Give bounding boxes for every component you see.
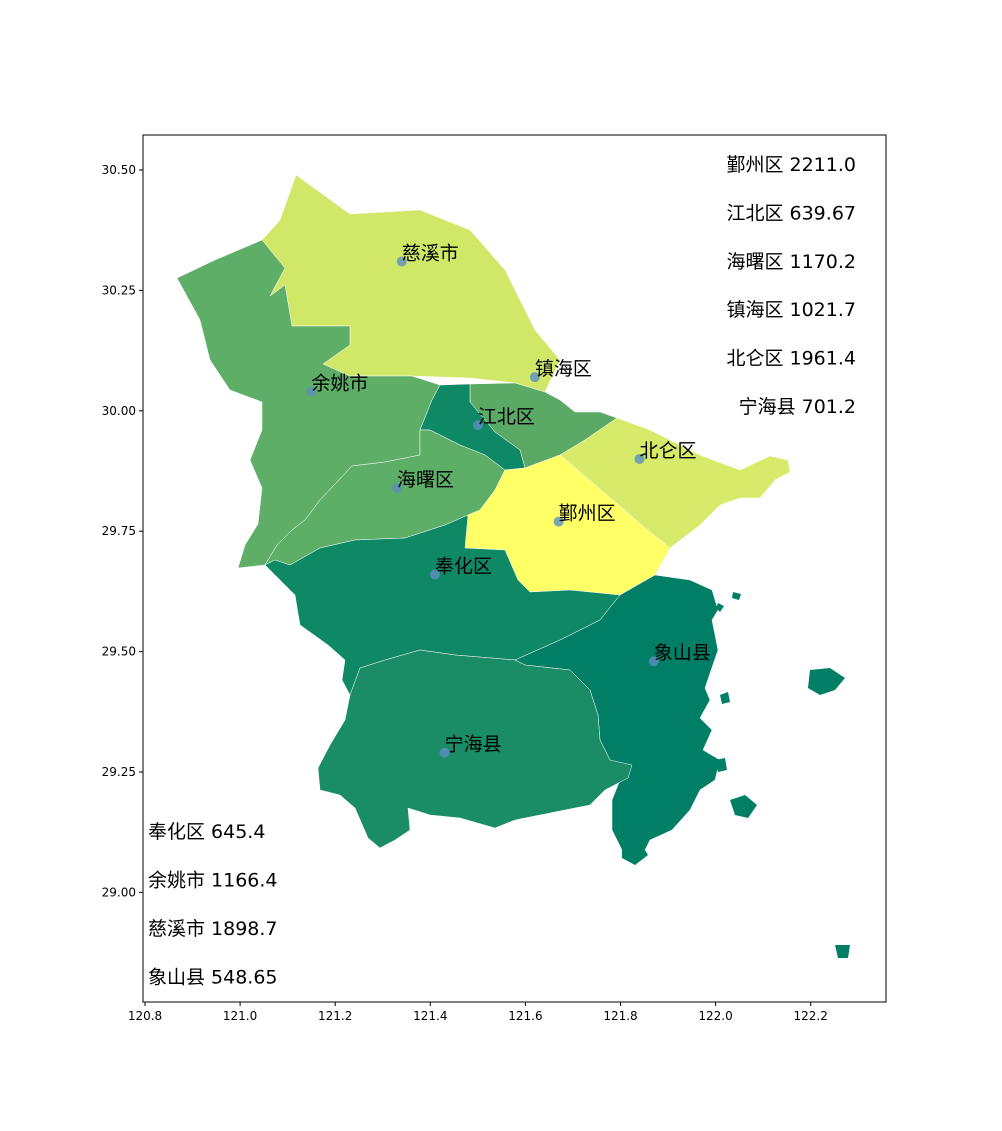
x-tick-label: 120.8 — [128, 1009, 162, 1023]
stat-label: 北仑区 1961.4 — [726, 348, 856, 370]
island — [835, 945, 850, 958]
stats-left: 奉化区 645.4 余姚市 1166.4 慈溪市 1898.7 象山县 548.65 — [148, 821, 278, 989]
y-tick-label: 29.00 — [102, 885, 136, 899]
y-tick-label: 29.50 — [102, 645, 136, 659]
x-tick-label: 121.0 — [223, 1009, 257, 1023]
region-label: 北仑区 — [640, 440, 697, 462]
regions-layer — [176, 174, 850, 958]
island — [732, 592, 741, 600]
region-marker — [430, 569, 441, 580]
island — [716, 603, 724, 612]
region-label: 鄞州区 — [559, 503, 616, 525]
stat-label: 鄞州区 2211.0 — [726, 154, 856, 176]
region-marker — [553, 516, 564, 527]
region-marker — [472, 420, 483, 431]
region-label: 江北区 — [478, 406, 535, 428]
y-tick-label: 30.50 — [102, 163, 136, 177]
stat-label: 奉化区 645.4 — [148, 821, 265, 843]
region-markers — [306, 256, 659, 758]
x-tick-label: 121.6 — [508, 1009, 542, 1023]
stat-label: 镇海区 1021.7 — [726, 299, 856, 321]
region-label: 宁海县 — [445, 734, 502, 756]
island — [808, 668, 845, 695]
region-marker — [529, 372, 540, 383]
region-marker — [392, 482, 403, 493]
stat-label: 江北区 639.67 — [726, 202, 856, 224]
y-tick-label: 30.00 — [102, 404, 136, 418]
region-label: 余姚市 — [311, 373, 368, 395]
stat-label: 余姚市 1166.4 — [148, 870, 278, 892]
stat-label: 象山县 548.65 — [148, 967, 278, 989]
region-ninghai — [317, 649, 633, 849]
region-label: 慈溪市 — [402, 243, 459, 265]
stat-label: 慈溪市 1898.7 — [148, 918, 278, 940]
stat-label: 海曙区 1170.2 — [726, 251, 856, 273]
region-label: 镇海区 — [535, 358, 592, 380]
region-marker — [648, 656, 659, 667]
x-tick-label: 122.0 — [698, 1009, 732, 1023]
stats-right: 鄞州区 2211.0 江北区 639.67 海曙区 1170.2 镇海区 1021.7… — [726, 154, 856, 418]
region-marker — [439, 747, 450, 758]
x-tick-label: 122.2 — [794, 1009, 828, 1023]
y-tick-label: 29.25 — [102, 765, 136, 779]
x-tick-label: 121.8 — [603, 1009, 637, 1023]
islands — [622, 592, 850, 958]
region-label: 奉化区 — [435, 556, 492, 578]
stat-label: 宁海县 701.2 — [739, 396, 856, 418]
y-axis: 30.50 30.25 30.00 29.75 29.50 29.25 29.00 — [102, 163, 143, 899]
island — [720, 692, 730, 704]
island — [715, 758, 727, 772]
island — [730, 795, 757, 818]
region-label: 海曙区 — [397, 469, 454, 491]
y-tick-label: 30.25 — [102, 283, 136, 297]
island — [622, 842, 648, 865]
region-label: 象山县 — [654, 642, 711, 664]
x-tick-label: 121.4 — [413, 1009, 447, 1023]
axes-frame — [142, 134, 887, 1003]
y-tick-label: 29.75 — [102, 524, 136, 538]
x-axis: 120.8 121.0 121.2 121.4 121.6 121.8 122.0 122.2 — [128, 1002, 828, 1023]
region-marker — [634, 453, 645, 464]
region-marker — [306, 386, 317, 397]
region-marker — [396, 256, 407, 267]
x-tick-label: 121.2 — [318, 1009, 352, 1023]
